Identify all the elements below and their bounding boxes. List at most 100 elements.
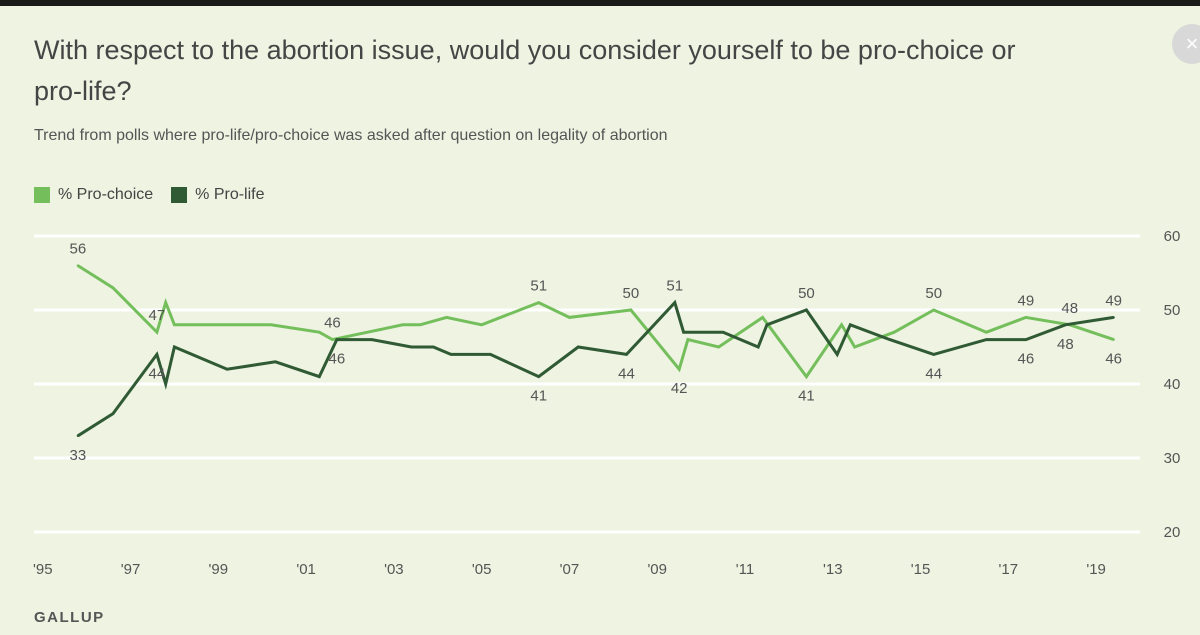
x-tick-label-2001: '01 — [296, 561, 316, 578]
data-point-pro-choice-6 — [269, 323, 273, 326]
data-point-pro-life-7 — [318, 375, 321, 378]
data-point-pro-life-8 — [335, 338, 339, 341]
top-bar — [0, 0, 1200, 6]
data-point-pro-choice-5 — [217, 323, 220, 326]
data-label-pro-life-2019.4: 49 — [1105, 292, 1122, 309]
data-point-pro-choice-15 — [568, 316, 571, 319]
data-point-pro-choice-19 — [717, 345, 720, 349]
x-tick-label-1997: '97 — [121, 561, 141, 578]
data-label-pro-life-2008.3: 44 — [618, 365, 635, 382]
data-point-pro-choice-10 — [401, 323, 404, 326]
data-point-pro-life-12 — [449, 353, 453, 356]
data-label-pro-choice-2017.4: 49 — [1018, 292, 1035, 309]
data-point-pro-choice-4 — [173, 323, 176, 326]
data-label-pro-life-2001.7: 46 — [328, 351, 345, 368]
data-point-pro-life-18 — [682, 331, 685, 334]
data-point-pro-life-0 — [76, 434, 80, 437]
data-point-pro-choice-16 — [629, 308, 633, 312]
x-tick-label-2013: '13 — [823, 561, 843, 578]
chart-title: With respect to the abortion issue, woul… — [34, 35, 1016, 106]
data-point-pro-life-19 — [721, 331, 725, 334]
data-label-pro-choice-2001.6: 46 — [324, 315, 341, 332]
data-label-pro-choice-2006.3: 51 — [530, 278, 547, 295]
x-tick-label-2003: '03 — [384, 561, 404, 578]
series-line-pro-life — [77, 299, 1114, 438]
data-point-pro-life-3 — [164, 382, 167, 386]
data-point-pro-life-4 — [173, 345, 176, 349]
data-point-pro-life-2 — [155, 353, 159, 356]
data-label-pro-life-2009.4: 51 — [666, 278, 683, 295]
data-point-pro-choice-29 — [1112, 338, 1115, 341]
data-point-pro-choice-3 — [164, 301, 167, 304]
data-point-pro-choice-24 — [893, 331, 896, 334]
data-point-pro-choice-25 — [932, 308, 935, 312]
data-point-pro-life-14 — [537, 375, 540, 378]
x-tick-label-2015: '15 — [911, 561, 931, 578]
data-point-pro-life-20 — [756, 345, 760, 349]
data-label-pro-choice-2015.3: 50 — [925, 285, 942, 302]
x-tick-label-2005: '05 — [472, 561, 492, 578]
data-point-pro-choice-27 — [1024, 316, 1028, 319]
data-point-pro-choice-26 — [985, 331, 988, 334]
data-point-pro-choice-9 — [366, 331, 369, 334]
data-point-pro-choice-12 — [445, 316, 448, 319]
y-tick-label-30: 30 — [1164, 450, 1181, 467]
data-point-pro-life-16 — [625, 353, 628, 356]
series-line-pro-choice — [77, 264, 1115, 380]
data-point-pro-life-13 — [489, 353, 492, 356]
data-point-pro-life-6 — [274, 360, 277, 363]
x-tick-label-2009: '09 — [647, 561, 667, 578]
data-point-pro-life-27 — [985, 338, 988, 341]
data-label-pro-choice-1995.8: 56 — [70, 241, 87, 258]
data-point-pro-choice-23 — [853, 345, 856, 349]
data-point-pro-life-5 — [225, 368, 229, 371]
legend-label-pro-life: % Pro-life — [195, 186, 265, 203]
data-point-pro-life-21 — [765, 323, 769, 326]
data-label-pro-life-2018.3: 48 — [1057, 336, 1074, 353]
legend-swatch-pro-choice — [34, 187, 50, 203]
data-label-pro-life-2006.3: 41 — [530, 388, 547, 405]
data-label-pro-life-2012.4: 50 — [798, 285, 815, 302]
data-point-pro-choice-21 — [805, 375, 808, 378]
data-point-pro-life-30 — [1112, 316, 1115, 319]
data-point-pro-life-15 — [577, 345, 580, 349]
data-point-pro-choice-20 — [761, 316, 764, 319]
data-point-pro-life-11 — [432, 345, 435, 349]
data-point-pro-life-23 — [835, 353, 839, 356]
data-label-pro-life-1995.8: 33 — [70, 447, 87, 464]
data-point-pro-life-28 — [1024, 338, 1028, 341]
y-tick-label-60: 60 — [1164, 228, 1181, 245]
data-point-pro-life-9 — [370, 338, 374, 341]
data-label-pro-choice-2012.4: 41 — [798, 388, 815, 405]
legend-item-pro-choice: % Pro-choice — [34, 186, 153, 204]
data-label-pro-choice-1997.6: 47 — [149, 307, 166, 324]
close-icon[interactable]: × — [1172, 24, 1200, 64]
data-point-pro-life-1 — [111, 412, 115, 415]
legend-item-pro-life: % Pro-life — [171, 186, 265, 204]
data-label-pro-life-1997.6: 44 — [149, 365, 166, 382]
legend: % Pro-choice % Pro-life — [34, 186, 265, 204]
data-point-pro-life-26 — [932, 353, 935, 356]
x-tick-label-1995: '95 — [33, 561, 53, 578]
data-label-pro-choice-2009.5: 42 — [671, 380, 688, 397]
chart-subtitle: Trend from polls where pro-life/pro-choi… — [34, 127, 668, 144]
data-point-pro-choice-13 — [480, 323, 483, 326]
data-point-pro-choice-18 — [686, 338, 690, 341]
data-label-pro-choice-2019.4: 46 — [1105, 351, 1122, 368]
x-tick-label-2019: '19 — [1086, 561, 1106, 578]
data-point-pro-choice-7 — [318, 331, 321, 334]
legend-label-pro-choice: % Pro-choice — [58, 186, 154, 203]
data-point-pro-life-29 — [1064, 323, 1067, 326]
data-point-pro-life-25 — [888, 338, 892, 341]
data-point-pro-choice-11 — [419, 323, 422, 326]
data-label-pro-life-2015.3: 44 — [925, 365, 942, 382]
data-point-pro-life-10 — [410, 345, 413, 349]
x-tick-label-1999: '99 — [209, 561, 229, 578]
data-point-pro-choice-22 — [840, 323, 843, 326]
data-point-pro-life-22 — [805, 308, 808, 312]
y-tick-label-20: 20 — [1164, 524, 1181, 541]
data-point-pro-choice-2 — [155, 331, 159, 334]
data-point-pro-choice-8 — [331, 338, 334, 341]
x-tick-label-2007: '07 — [560, 561, 580, 578]
